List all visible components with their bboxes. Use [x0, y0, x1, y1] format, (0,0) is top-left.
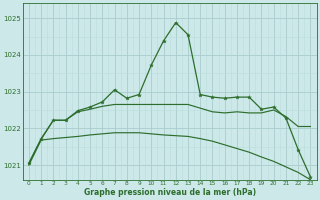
X-axis label: Graphe pression niveau de la mer (hPa): Graphe pression niveau de la mer (hPa): [84, 188, 256, 197]
